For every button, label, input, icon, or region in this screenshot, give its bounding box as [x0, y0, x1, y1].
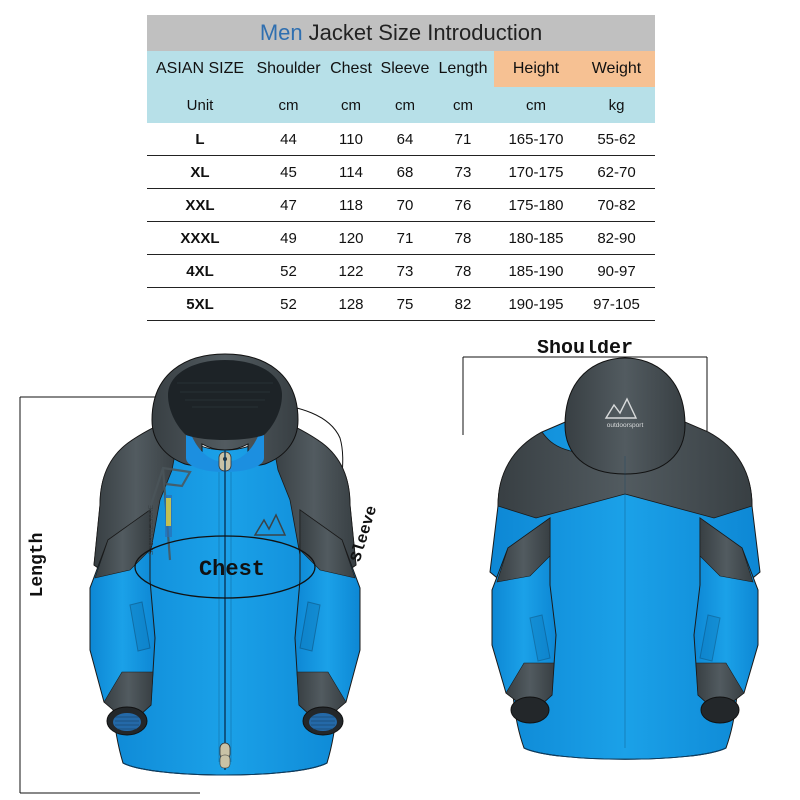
svg-text:Length: Length	[28, 533, 48, 598]
svg-text:Shoulder: Shoulder	[537, 340, 633, 360]
svg-text:Chest: Chest	[199, 557, 265, 582]
svg-text:outdoorsport: outdoorsport	[607, 422, 644, 429]
